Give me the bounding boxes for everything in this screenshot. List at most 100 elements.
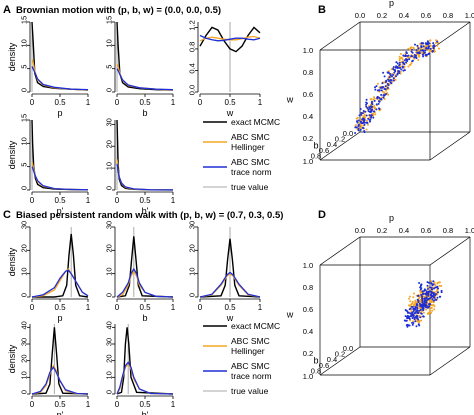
scatter-point-trace xyxy=(432,299,435,302)
y-tick-label: 40 xyxy=(20,321,29,329)
scatter-point-trace xyxy=(433,45,436,48)
scatter-point-trace xyxy=(424,42,427,45)
scatter-point-trace xyxy=(392,79,395,82)
scatter-point-hellinger xyxy=(412,46,415,49)
scatter-point-trace xyxy=(392,66,395,68)
scatter-point-trace xyxy=(422,315,425,318)
y-tick-label: 5 xyxy=(20,163,29,167)
scatter-point-trace xyxy=(424,49,427,52)
y-axis-label: density xyxy=(7,247,17,276)
legend-label: ABC SMC xyxy=(231,361,270,371)
scatter-point-trace xyxy=(388,80,390,82)
p-axis-label: p xyxy=(389,0,394,8)
scatter-point-trace xyxy=(395,75,397,78)
y-tick-label: 10 xyxy=(105,267,114,275)
scatter-point-trace xyxy=(430,288,433,291)
x-tick-label: 1 xyxy=(171,98,176,107)
scatter-point-trace xyxy=(431,298,434,301)
y-tick-label: 0.0 xyxy=(188,85,197,95)
series-hellinger xyxy=(31,59,89,91)
scatter-point-trace xyxy=(366,102,368,105)
scatter-point-trace xyxy=(417,47,420,50)
scatter-point-trace xyxy=(421,295,424,298)
scatter-point-trace xyxy=(430,282,433,285)
legend-label: trace norm xyxy=(231,371,272,381)
scatter-point-trace xyxy=(431,50,434,53)
scatter-point-trace xyxy=(407,54,410,57)
y-tick-label: 15 xyxy=(105,16,114,24)
cube-edge xyxy=(319,21,361,51)
panel-title-c: Biased persistent random walk with (p, b… xyxy=(16,210,283,221)
scatter-point-hellinger xyxy=(408,295,411,298)
scatter-point-hellinger xyxy=(419,300,422,302)
scatter-point-hellinger xyxy=(433,305,436,308)
p-tick-label: 1.0 xyxy=(465,226,474,235)
density-plot-a-2: 0 0.5 1 0.0 0.4 0.8 1.2 w xyxy=(188,20,263,118)
scatter-point-trace xyxy=(422,309,425,312)
p-tick-label: 0.4 xyxy=(399,226,409,235)
scatter-point-trace xyxy=(427,41,430,44)
scatter-point-trace xyxy=(403,319,406,322)
x-tick-label: 1 xyxy=(86,400,91,409)
scatter-point-trace xyxy=(428,45,431,48)
legend-label: ABC SMC xyxy=(231,157,270,167)
scatter-point-trace xyxy=(438,295,441,298)
scatter-point-trace xyxy=(406,314,409,317)
legend-label: exact MCMC xyxy=(231,117,280,127)
p-tick-label: 0.0 xyxy=(355,11,365,20)
scatter-point-trace xyxy=(415,325,418,328)
scatter-point-trace xyxy=(365,103,368,106)
scatter-point-trace xyxy=(405,61,407,64)
scatter-point-trace xyxy=(406,310,409,313)
series-mcmc xyxy=(31,327,89,395)
scatter-point-trace xyxy=(377,100,380,103)
p-tick-label: 0.2 xyxy=(377,11,387,20)
scatter-point-trace xyxy=(398,61,401,64)
scatter-point-trace xyxy=(411,312,414,315)
scatter-point-trace xyxy=(434,298,437,301)
y-tick-label: 30 xyxy=(20,221,29,229)
scatter-point-trace xyxy=(420,312,423,315)
scatter-point-hellinger xyxy=(373,105,376,107)
legend-label: Hellinger xyxy=(231,346,265,356)
scatter-point-trace xyxy=(432,280,435,283)
scatter-point-trace xyxy=(428,52,430,55)
series-trace xyxy=(199,34,261,42)
series-trace xyxy=(116,267,174,298)
x-tick-label: 1 xyxy=(171,196,176,205)
scatter-point-hellinger xyxy=(401,58,404,61)
x-tick-label: 0 xyxy=(198,303,203,312)
scatter-point-trace xyxy=(411,317,414,320)
p-tick-label: 0.6 xyxy=(421,226,431,235)
scatter-point-trace xyxy=(384,93,387,96)
scatter-point-trace xyxy=(432,291,435,294)
scatter-point-trace xyxy=(395,61,398,64)
scatter-point-trace xyxy=(408,315,411,318)
series-trace xyxy=(31,166,89,191)
b-axis-label: b xyxy=(313,356,318,366)
scatter-point-trace xyxy=(378,107,380,110)
scatter-point-trace xyxy=(366,121,369,124)
scatter-point-trace xyxy=(417,318,420,321)
scatter-point-trace xyxy=(408,317,411,320)
scatter-point-hellinger xyxy=(418,320,421,322)
scatter-point-trace xyxy=(416,317,419,320)
scatter-point-trace xyxy=(363,131,366,134)
scatter-point-hellinger xyxy=(434,42,437,44)
scatter-point-hellinger xyxy=(418,297,420,300)
scatter-point-hellinger xyxy=(410,303,412,306)
x-tick-label: 0.5 xyxy=(224,98,236,107)
scatter-point-hellinger xyxy=(437,281,440,284)
x-axis-label: p' xyxy=(57,206,64,216)
scatter-point-trace xyxy=(367,108,370,111)
scatter-point-trace xyxy=(398,70,401,73)
scatter-point-trace xyxy=(423,288,426,291)
x-tick-label: 1 xyxy=(258,303,263,312)
scatter-point-trace xyxy=(405,319,408,322)
scatter-point-trace xyxy=(433,287,436,290)
scatter-point-trace xyxy=(374,86,376,89)
